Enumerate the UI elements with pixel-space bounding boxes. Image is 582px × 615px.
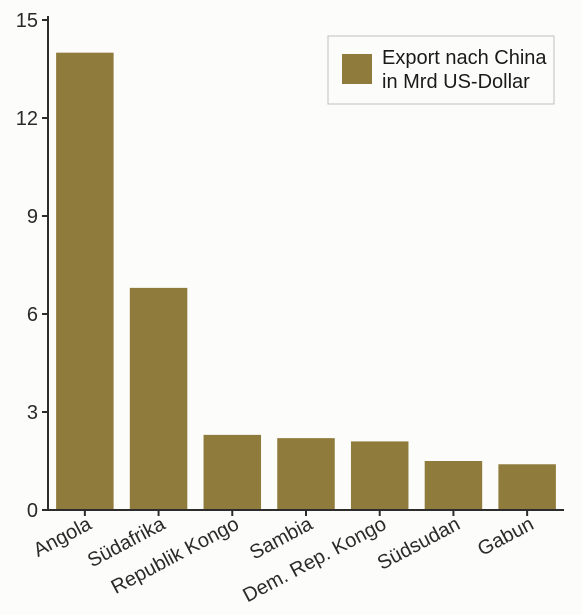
y-tick-label: 3: [27, 402, 38, 424]
y-tick-label: 12: [16, 108, 38, 130]
bar: [204, 435, 261, 510]
y-tick-label: 15: [16, 10, 38, 32]
x-category-label: Südsudan: [374, 513, 464, 575]
legend-swatch: [342, 54, 372, 84]
legend-label-line2: in Mrd US-Dollar: [382, 71, 530, 93]
y-tick-label: 9: [27, 206, 38, 228]
bar: [56, 53, 113, 510]
chart-svg: 03691215AngolaSüdafrikaRepublik KongoSam…: [0, 0, 582, 615]
bar: [130, 288, 187, 510]
bar: [425, 461, 482, 510]
bar: [277, 438, 334, 510]
bar: [498, 464, 555, 510]
x-category-label: Gabun: [474, 513, 537, 561]
y-tick-label: 0: [27, 500, 38, 522]
legend-label-line1: Export nach China: [382, 47, 547, 69]
y-tick-label: 6: [27, 304, 38, 326]
bar: [351, 441, 408, 510]
x-category-label: Republik Kongo: [108, 513, 243, 599]
export-bar-chart: 03691215AngolaSüdafrikaRepublik KongoSam…: [0, 0, 582, 615]
